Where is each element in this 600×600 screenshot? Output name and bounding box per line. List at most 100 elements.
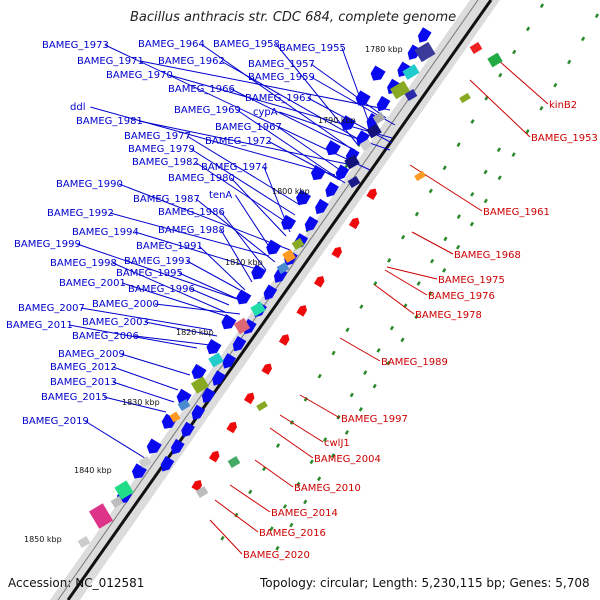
forward-gene-arrow <box>176 388 192 404</box>
right-leader-line <box>374 284 415 315</box>
tick-mark <box>358 406 363 412</box>
left-leader-line <box>178 272 241 301</box>
forward-gene-arrow <box>417 27 432 43</box>
forward-gene-arrow <box>281 214 297 230</box>
left-leader-line <box>134 335 211 346</box>
tick-mark <box>512 49 517 55</box>
tick-mark <box>262 466 267 472</box>
left-gene-label: BAMEG_1986 <box>158 207 225 218</box>
kbp-tick-label: 1820 kbp <box>176 328 214 337</box>
left-leader-line <box>90 106 336 176</box>
left-gene-label: BAMEG_1977 <box>124 131 191 142</box>
right-leader-line <box>384 269 428 296</box>
tick-mark <box>429 258 435 264</box>
left-gene-label: BAMEG_2000 <box>92 299 159 310</box>
kbp-layer: 1780 kbp 1790 kbp 1800 kbp 1810 kbp 1820 kbp… <box>24 45 403 544</box>
left-leader-line <box>109 212 270 257</box>
tick-mark <box>442 268 447 273</box>
left-leader-line <box>186 260 241 291</box>
left-gene-label: BAMEG_2009 <box>58 349 125 360</box>
gene-block <box>177 398 191 412</box>
kbp-tick-label: 1780 kbp <box>365 45 403 54</box>
right-gene-label: BAMEG_2020 <box>243 550 310 561</box>
gene-block <box>372 111 386 125</box>
right-gene-label: BAMEG_2004 <box>314 454 381 465</box>
forward-gene-arrow <box>232 335 247 352</box>
left-leader-line <box>154 303 241 315</box>
left-leader-line <box>112 366 179 391</box>
tick-mark <box>317 373 322 379</box>
right-gene-label: BAMEG_1976 <box>428 291 495 302</box>
forward-gene-arrow <box>296 189 311 205</box>
tick-mark <box>248 489 253 495</box>
left-gene-label: BAMEG_1966 <box>168 84 235 95</box>
right-leader-line <box>386 266 438 280</box>
left-leader-line <box>230 177 287 237</box>
tick-mark <box>331 350 336 356</box>
left-gene-label: BAMEG_1992 <box>47 208 114 219</box>
right-leader-line <box>497 59 549 105</box>
accession-text: Accession: NC_012581 <box>8 576 145 590</box>
right-gene-label: BAMEG_1961 <box>483 207 550 218</box>
right-gene-label: BAMEG_1997 <box>341 414 408 425</box>
left-gene-label: BAMEG_1991 <box>136 241 203 252</box>
kbp-tick-label: 1850 kbp <box>24 535 62 544</box>
right-leader-line <box>214 499 259 533</box>
left-gene-label: BAMEG_1990 <box>56 179 123 190</box>
forward-gene-arrow <box>221 314 237 330</box>
forward-gene-arrow <box>191 404 206 421</box>
kbp-tick-label: 1790 kbp <box>318 116 356 125</box>
tick-mark <box>539 3 545 9</box>
left-leader-line <box>279 111 391 151</box>
tick-mark <box>525 26 531 32</box>
left-gene-label: ddl <box>70 102 85 113</box>
gene-block <box>459 92 471 104</box>
left-gene-label: BAMEG_1970 <box>106 70 173 81</box>
gene-block <box>190 376 210 394</box>
right-leader-line <box>254 459 294 488</box>
gene-block <box>208 352 224 368</box>
reverse-gene-arrow <box>243 392 255 405</box>
gene-block <box>114 480 134 500</box>
tick-mark <box>483 198 488 204</box>
gene-block <box>227 455 241 469</box>
kbp-tick-label: 1810 kbp <box>225 258 263 267</box>
right-gene-label: BAMEG_1989 <box>381 357 448 368</box>
left-gene-label: BAMEG_1982 <box>132 157 199 168</box>
tick-mark <box>443 236 448 242</box>
gene-block <box>366 123 382 139</box>
right-leader-line <box>209 519 243 555</box>
gene-block <box>414 170 426 182</box>
gene-block <box>233 317 251 335</box>
forward-gene-arrow <box>310 164 326 181</box>
left-gene-label: BAMEG_1998 <box>50 258 117 269</box>
right-leader-line <box>299 394 341 419</box>
left-gene-label: BAMEG_1969 <box>174 105 241 116</box>
left-leader-line <box>186 135 301 206</box>
forward-gene-arrow <box>263 284 278 300</box>
forward-gene-arrow <box>146 438 162 454</box>
tick-mark <box>309 459 314 465</box>
forward-gene-arrow <box>251 264 267 280</box>
gene-block <box>469 41 483 55</box>
right-gene-label: BAMEG_1968 <box>454 250 521 261</box>
forward-gene-arrow <box>325 181 339 198</box>
right-leader-line <box>339 337 381 362</box>
left-leader-line <box>190 288 230 306</box>
tick-mark <box>359 304 364 310</box>
left-gene-label: BAMEG_1994 <box>72 227 139 238</box>
reverse-gene-arrow <box>278 334 290 346</box>
left-leader-line <box>220 60 361 141</box>
tick-mark <box>275 443 281 448</box>
left-leader-line <box>310 63 387 119</box>
tick-mark <box>289 522 294 528</box>
gene-block <box>250 301 266 317</box>
left-gene-label: BAMEG_1988 <box>158 225 225 236</box>
tick-mark <box>296 481 301 487</box>
backbone-line <box>66 0 493 600</box>
left-leader-line <box>220 211 267 271</box>
left-leader-line <box>112 381 175 403</box>
right-leader-line <box>279 414 324 443</box>
gene-block <box>195 485 209 499</box>
tick-mark <box>372 383 377 389</box>
